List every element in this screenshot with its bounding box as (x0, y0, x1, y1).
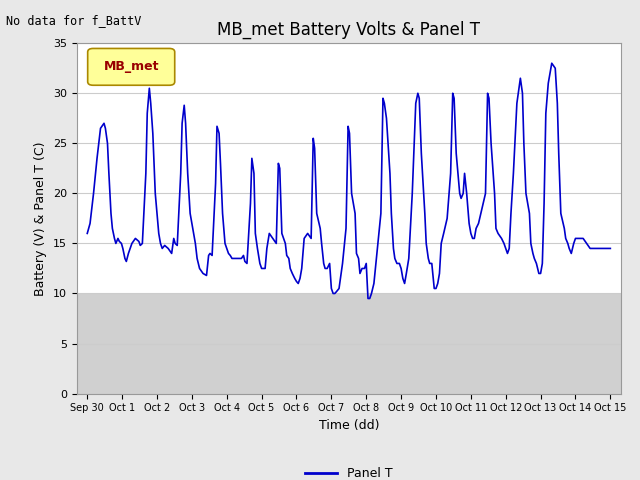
Y-axis label: Battery (V) & Panel T (C): Battery (V) & Panel T (C) (35, 141, 47, 296)
Text: MB_met: MB_met (104, 60, 159, 73)
Title: MB_met Battery Volts & Panel T: MB_met Battery Volts & Panel T (218, 21, 480, 39)
X-axis label: Time (dd): Time (dd) (319, 419, 379, 432)
Bar (77, 43, 621, 293)
FancyBboxPatch shape (88, 48, 175, 85)
Legend: Panel T: Panel T (300, 462, 397, 480)
Text: No data for f_BattV: No data for f_BattV (6, 14, 142, 27)
